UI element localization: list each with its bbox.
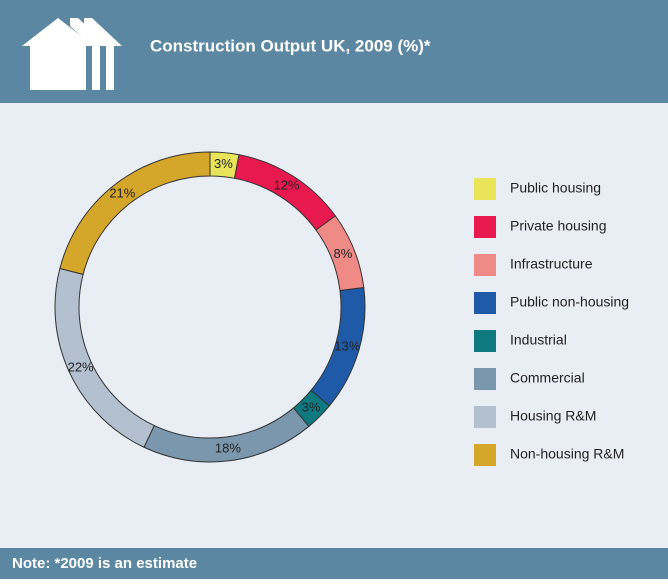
data-label: 21% — [109, 185, 135, 200]
data-label: 12% — [274, 178, 300, 193]
data-label: 3% — [302, 400, 321, 415]
legend-label: Housing R&M — [510, 408, 596, 424]
footer-bar — [0, 548, 668, 579]
donut-segment — [59, 151, 211, 276]
legend-swatch — [474, 254, 496, 276]
legend-swatch — [474, 292, 496, 314]
data-label: 22% — [68, 359, 94, 374]
data-label: 3% — [214, 156, 233, 171]
chart-title: Construction Output UK, 2009 (%)* — [150, 36, 431, 55]
legend-label: Non-housing R&M — [510, 446, 624, 462]
legend-swatch — [474, 406, 496, 428]
legend-label: Private housing — [510, 218, 607, 234]
legend-label: Commercial — [510, 370, 585, 386]
legend-label: Industrial — [510, 332, 567, 348]
legend-label: Infrastructure — [510, 256, 593, 272]
legend-label: Public housing — [510, 180, 601, 196]
legend-swatch — [474, 216, 496, 238]
footnote: Note: *2009 is an estimate — [12, 555, 197, 572]
legend-label: Public non-housing — [510, 294, 629, 310]
legend-swatch — [474, 444, 496, 466]
legend-swatch — [474, 368, 496, 390]
house-icon — [22, 18, 122, 90]
legend-swatch — [474, 178, 496, 200]
legend-swatch — [474, 330, 496, 352]
data-label: 8% — [334, 246, 353, 261]
data-label: 13% — [334, 338, 360, 353]
data-label: 18% — [215, 440, 241, 455]
